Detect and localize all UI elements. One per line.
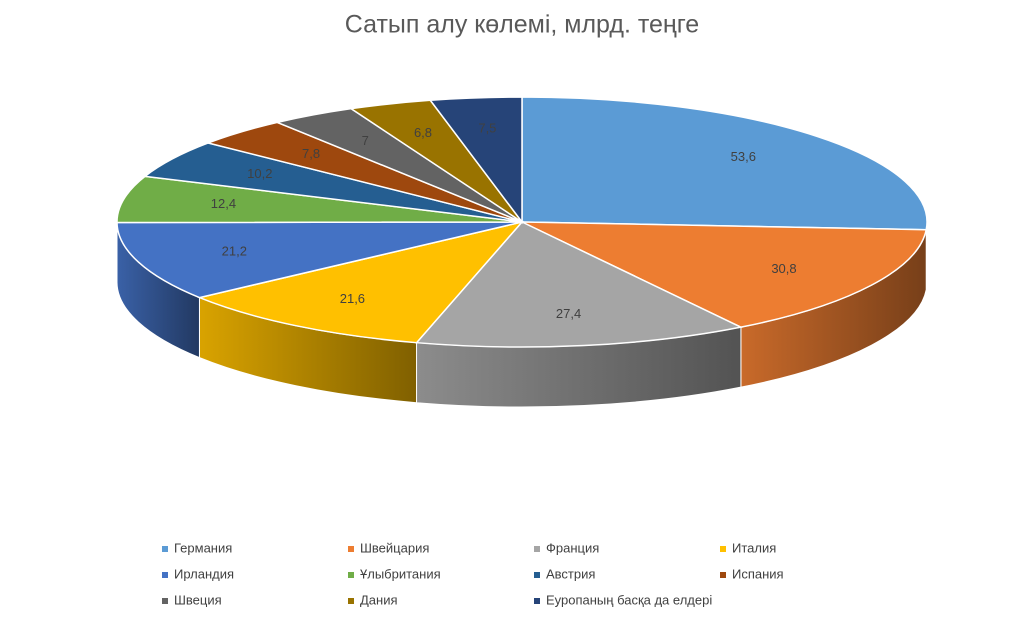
- legend-swatch: [534, 598, 540, 604]
- legend-label: Ұлыбритания: [360, 566, 441, 581]
- slice: [521, 221, 928, 328]
- legend-label: Ирландия: [174, 566, 234, 581]
- data-label: 10,2: [247, 166, 272, 181]
- data-label: 12,4: [211, 196, 236, 211]
- legend-label: Франция: [546, 540, 599, 555]
- legend-label: Испания: [732, 566, 784, 581]
- slice: [414, 221, 744, 348]
- legend-swatch: [534, 572, 540, 578]
- slice: [196, 220, 525, 344]
- legend-label: Швейцария: [360, 540, 429, 555]
- legend-swatch: [720, 546, 726, 552]
- legend-label: Австрия: [546, 566, 595, 581]
- slice: [428, 96, 523, 225]
- legend-swatch: [162, 598, 168, 604]
- data-label: 53,6: [731, 149, 756, 164]
- legend-swatch: [720, 572, 726, 578]
- legend-swatch: [348, 598, 354, 604]
- legend-swatch: [348, 572, 354, 578]
- slice: [116, 221, 523, 299]
- legend-swatch: [162, 572, 168, 578]
- legend-label: Швеция: [174, 592, 222, 607]
- data-label: 27,4: [556, 306, 581, 321]
- data-label: 7: [362, 133, 369, 148]
- data-label: 7,8: [302, 146, 320, 161]
- slice: [116, 175, 523, 224]
- legend-label: Германия: [174, 540, 232, 555]
- legend-label: Еуропаның басқа да елдері: [546, 592, 712, 607]
- slice: [521, 96, 928, 231]
- data-label: 6,8: [414, 125, 432, 140]
- data-label: 7,5: [478, 120, 496, 135]
- data-label: 30,8: [771, 261, 796, 276]
- legend-label: Италия: [732, 540, 776, 555]
- data-label: 21,6: [340, 291, 365, 306]
- legend-swatch: [534, 546, 540, 552]
- legend-label: Дания: [360, 592, 398, 607]
- legend-swatch: [162, 546, 168, 552]
- chart-title: Сатып алу көлемі, млрд. теңге: [345, 11, 699, 39]
- data-label: 21,2: [222, 244, 247, 259]
- legend-swatch: [348, 546, 354, 552]
